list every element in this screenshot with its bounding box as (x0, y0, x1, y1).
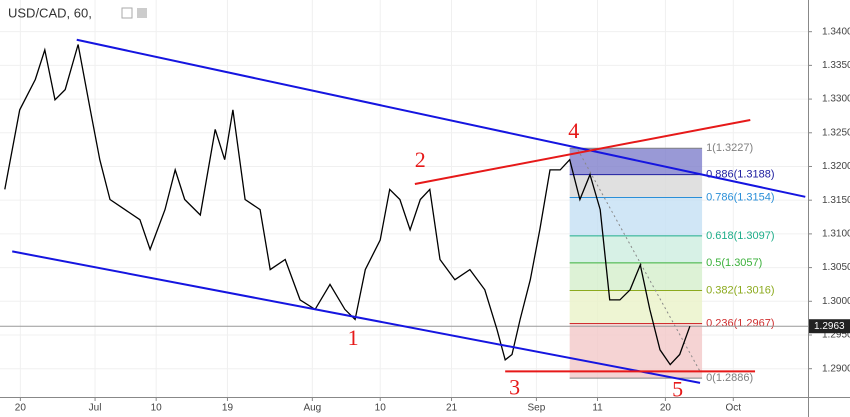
y-tick-label: 1.2950 (822, 330, 850, 341)
wave-label: 3 (509, 375, 520, 400)
x-tick-label: 21 (446, 403, 458, 414)
y-tick-label: 1.3200 (822, 161, 850, 172)
x-tick-label: 20 (660, 403, 672, 414)
y-tick-label: 1.3150 (822, 195, 850, 206)
fib-zone (569, 290, 703, 324)
fib-label: 0.786(1.3154) (706, 191, 775, 203)
x-tick-label: 10 (151, 403, 163, 414)
wave-label: 5 (672, 377, 683, 402)
fib-label: 0.618(1.3097) (706, 230, 775, 242)
x-tick-label: Jul (89, 403, 102, 414)
x-tick-label: Sep (528, 403, 546, 414)
settings-icon[interactable] (121, 7, 133, 19)
fib-label: 0(1.2886) (706, 372, 753, 384)
wave-label: 4 (568, 118, 579, 143)
y-tick-label: 1.3250 (822, 127, 850, 138)
fib-zone (569, 174, 703, 198)
y-tick-label: 1.3000 (822, 296, 850, 307)
price-line (4, 44, 691, 366)
x-tick-label: 11 (592, 403, 603, 414)
chart-icon[interactable] (137, 8, 147, 18)
trendline (414, 118, 751, 185)
fib-label: 0.382(1.3016) (706, 284, 775, 296)
x-tick-label: Oct (726, 403, 742, 414)
last-price-tag (809, 319, 850, 334)
wave-label: 2 (415, 147, 426, 172)
trendline (76, 38, 806, 198)
y-tick-label: 1.3300 (822, 94, 850, 105)
fib-zone (569, 235, 703, 263)
y-tick-label: 1.3050 (822, 262, 850, 273)
y-tick-label: 1.3100 (822, 229, 850, 240)
fib-label: 0.5(1.3057) (706, 257, 762, 269)
fib-zone (569, 197, 703, 236)
x-tick-label: 20 (15, 403, 27, 414)
y-tick-label: 1.3350 (822, 60, 850, 71)
trendline (12, 250, 701, 384)
fib-label: 0.236(1.2967) (706, 317, 775, 329)
y-tick-label: 1.2900 (822, 363, 850, 374)
fib-label: 1(1.3227) (706, 142, 753, 154)
x-tick-label: 10 (375, 403, 387, 414)
wave-label: 1 (348, 325, 359, 350)
y-tick-label: 1.3400 (822, 26, 850, 37)
x-tick-label: 19 (222, 403, 234, 414)
chart-title: USD/CAD, 60, (8, 5, 92, 20)
fib-trend (577, 149, 701, 372)
fib-zone (569, 323, 703, 379)
last-price-label: 1.2963 (814, 321, 845, 332)
x-tick-label: Aug (303, 403, 321, 414)
fib-label: 0.886(1.3188) (706, 168, 775, 180)
